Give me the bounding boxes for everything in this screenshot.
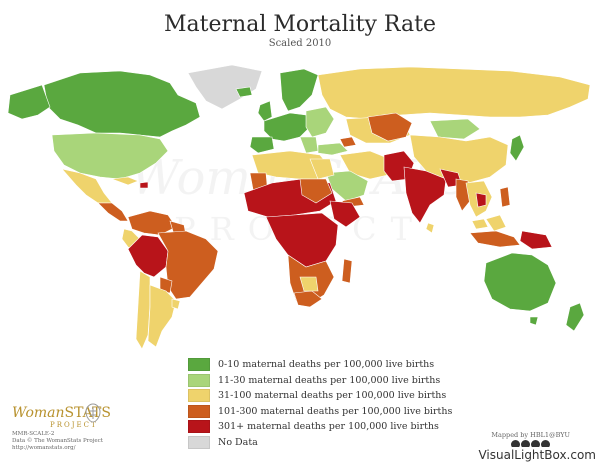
region-chile <box>135 270 151 350</box>
mapped-by: Mapped by HBL1@BYU <box>491 431 570 449</box>
credits: MMR-SCALE-2 Data © The WomanStats Projec… <box>12 431 103 452</box>
region-korea-japan <box>509 134 525 162</box>
credits-copyright: Data © The WomanStats Project <box>12 438 103 444</box>
region-botswana-namibia <box>299 276 319 292</box>
region-png <box>519 230 553 250</box>
region-haiti <box>139 181 149 189</box>
credits-code: MMR-SCALE-2 <box>12 431 55 437</box>
region-china <box>409 134 509 184</box>
legend-label: 0-10 maternal deaths per 100,000 live bi… <box>218 359 435 371</box>
logo-text-woman: Woman <box>12 405 65 421</box>
logo-text-project: PROJECT <box>50 421 98 429</box>
region-central-america <box>97 202 129 222</box>
region-tasmania <box>529 316 539 326</box>
region-brazil <box>157 230 219 300</box>
womanstats-emblem-icon <box>85 403 101 423</box>
region-balkans <box>299 136 319 154</box>
region-argentina <box>147 284 177 348</box>
region-laos-cambodia <box>475 192 487 208</box>
region-horn <box>329 200 361 228</box>
region-caucasus <box>339 136 357 148</box>
region-usa <box>51 132 169 180</box>
region-paraguay <box>159 276 173 294</box>
womanstats-logo: WomanSTATS PROJECT <box>12 402 122 430</box>
region-central-africa <box>265 212 339 268</box>
region-sudan <box>299 178 333 204</box>
legend-item: 31-100 maternal deaths per 100,000 live … <box>188 388 452 404</box>
region-alaska <box>7 84 51 120</box>
legend-swatch <box>188 404 210 418</box>
legend-item: 301+ maternal deaths per 100,000 live bi… <box>188 419 452 435</box>
region-malaysia <box>471 218 489 230</box>
region-madagascar <box>341 258 353 284</box>
legend: 0-10 maternal deaths per 100,000 live bi… <box>188 357 452 450</box>
legend-item: 101-300 maternal deaths per 100,000 live… <box>188 404 452 420</box>
legend-label: No Data <box>218 436 258 448</box>
creative-commons-icon <box>491 440 570 449</box>
legend-label: 101-300 maternal deaths per 100,000 live… <box>218 405 453 417</box>
region-australia <box>483 252 557 312</box>
region-canada <box>43 70 201 138</box>
region-sri-lanka <box>425 222 435 234</box>
legend-swatch <box>188 373 210 387</box>
region-central-asia <box>367 112 413 142</box>
region-new-zealand <box>565 302 585 332</box>
region-egypt <box>309 158 335 180</box>
region-greenland <box>187 64 263 110</box>
legend-swatch <box>188 358 210 372</box>
world-map <box>7 64 591 350</box>
mapped-by-text: Mapped by HBL1@BYU <box>491 431 570 439</box>
legend-swatch <box>188 435 210 449</box>
region-russia <box>317 66 591 120</box>
map-subtitle: Scaled 2010 <box>268 38 332 49</box>
region-turkey <box>317 142 349 156</box>
region-cuba <box>111 176 139 186</box>
region-india <box>403 166 447 224</box>
legend-item: 0-10 maternal deaths per 100,000 live bi… <box>188 357 452 373</box>
legend-swatch <box>188 389 210 403</box>
site-watermark: VisualLightBox.com <box>450 447 600 464</box>
region-colombia-venezuela <box>127 210 177 236</box>
legend-label: 31-100 maternal deaths per 100,000 live … <box>218 390 447 402</box>
legend-item: No Data <box>188 435 452 451</box>
credits-url: http://womanstats.org/ <box>12 445 76 451</box>
map-title: Maternal Mortality Rate <box>164 12 436 37</box>
region-iceland <box>235 86 253 98</box>
legend-item: 11-30 maternal deaths per 100,000 live b… <box>188 373 452 389</box>
region-uruguay <box>171 298 181 310</box>
region-borneo <box>485 214 507 232</box>
region-indonesia <box>469 230 521 248</box>
region-philippines <box>499 186 511 208</box>
region-uk <box>257 100 273 122</box>
legend-label: 301+ maternal deaths per 100,000 live bi… <box>218 421 439 433</box>
region-eastern-europe <box>305 106 335 138</box>
region-south-africa <box>293 290 323 308</box>
legend-swatch <box>188 420 210 434</box>
legend-label: 11-30 maternal deaths per 100,000 live b… <box>218 374 441 386</box>
region-scandinavia <box>279 68 319 112</box>
region-mongolia <box>429 118 481 140</box>
region-iberia <box>249 136 275 154</box>
